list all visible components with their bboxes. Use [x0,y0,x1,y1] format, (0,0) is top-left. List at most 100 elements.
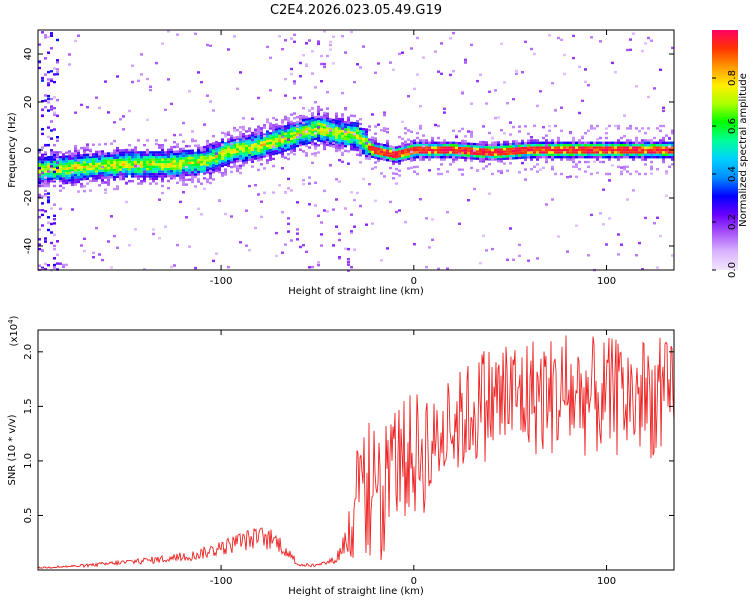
spectrogram-cell [290,137,293,140]
spectrogram-cell [548,129,551,132]
spectrogram-cell [293,117,296,120]
spectrogram-cell [314,130,317,133]
spectrogram-cell [89,160,92,163]
spectrogram-cell [287,153,290,156]
spectrogram-cell [50,120,53,123]
spectrogram-cell [371,153,374,156]
spectrogram-cell [200,148,203,152]
spectrogram-cell [179,200,182,204]
spectrogram-cell [263,155,266,158]
spectrogram-cell [452,153,455,156]
spectrogram-cell [614,151,617,154]
spectrogram-cell [428,153,431,156]
spectrogram-cell [662,141,665,144]
spectrogram-cell [332,145,335,148]
spectrogram-cell [398,155,401,158]
spectrogram-cell [653,141,656,144]
spectrogram-cell [56,175,59,178]
spectrogram-cell [41,165,44,168]
spectrogram-cell [191,166,194,169]
spectrogram-cell [344,247,347,250]
spectrogram-cell [317,40,320,43]
spectrogram-cell [326,91,329,94]
spectrogram-cell [53,111,56,114]
spectrogram-cell [314,86,317,89]
spectrogram-cell [476,155,479,158]
spectrogram-cell [95,153,98,156]
spectrogram-cell [158,146,161,149]
spectrogram-cell [206,94,209,97]
spectrogram-cell [80,168,83,171]
spectrogram-cell [437,172,440,176]
spectrogram-cell [536,156,539,159]
spectrogram-cell [596,141,599,144]
spectrogram-cell [245,154,248,157]
spectrogram-cell [473,154,476,158]
spectrogram-cell [590,153,593,156]
spectrogram-cell [386,142,389,145]
spectrogram-cell [395,146,398,149]
spectrogram-cell [224,163,227,166]
spectrogram-cell [182,140,185,143]
spectrogram-cell [485,146,488,149]
spectrogram-cell [512,147,515,150]
spectrogram-cell [89,175,92,178]
spectrogram-cell [233,141,236,144]
spectrogram-cell [305,132,308,136]
spectrogram-cell [38,215,41,219]
spectrogram-cell [320,233,323,236]
spectrogram-cell [257,168,260,172]
spectrogram-cell [608,124,611,128]
spectrogram-cell [44,177,47,180]
spectrogram-cell [635,151,638,154]
spectrogram-cell [290,139,293,143]
spectrogram-cell [65,263,68,267]
spectrogram-cell [461,151,464,155]
spectrogram-cell [302,138,305,141]
spectrogram-cell [608,141,611,144]
spectrogram-cell [614,124,617,128]
spectrogram-cell [218,168,221,171]
spectrogram-cell [77,34,80,37]
spectrogram-cell [167,165,170,168]
spectrogram-cell [158,165,161,168]
spectrogram-cell [656,127,659,130]
spectrogram-cell [113,154,116,157]
spectrogram-cell [209,172,212,175]
spectrogram-cell [374,199,377,202]
spectrogram-cell [611,151,614,154]
spectrogram-cell [182,174,185,177]
spectrogram-cell [224,168,227,171]
spectrogram-cell [365,147,368,150]
spectrogram-cell [233,165,236,168]
spectrogram-cell [365,154,368,158]
spectrogram-cell [44,210,47,213]
spectrogram-cell [596,151,599,154]
spectrogram-cell [626,141,629,144]
spectrogram-cell [602,160,605,164]
spectrogram-cell [47,97,50,101]
spectrogram-cell [257,193,260,196]
spectrogram-cell [302,114,305,118]
spectrogram-cell [314,118,317,121]
spectrogram-cell [266,161,269,164]
spectrogram-cell [380,157,383,160]
spectrogram-cell [584,156,587,159]
spectrogram-cell [230,158,233,162]
spectrogram-cell [371,146,374,149]
spectrogram-cell [83,163,86,166]
spectrogram-cell [341,35,344,38]
spectrogram-cell [191,138,194,141]
spectrogram-cell [140,151,143,154]
spectrogram-cell [428,151,431,154]
spectrogram-cell [269,122,272,125]
spectrogram-cell [536,153,539,156]
spectrogram-cell [167,170,170,173]
spectrogram-cell [566,148,569,152]
spectrogram-cell [455,144,458,147]
spectrogram-cell [68,169,71,172]
spectrogram-cell [350,231,353,235]
spectrogram-cell [671,163,674,166]
spectrogram-cell [620,148,623,152]
spectrogram-cell [482,141,485,144]
